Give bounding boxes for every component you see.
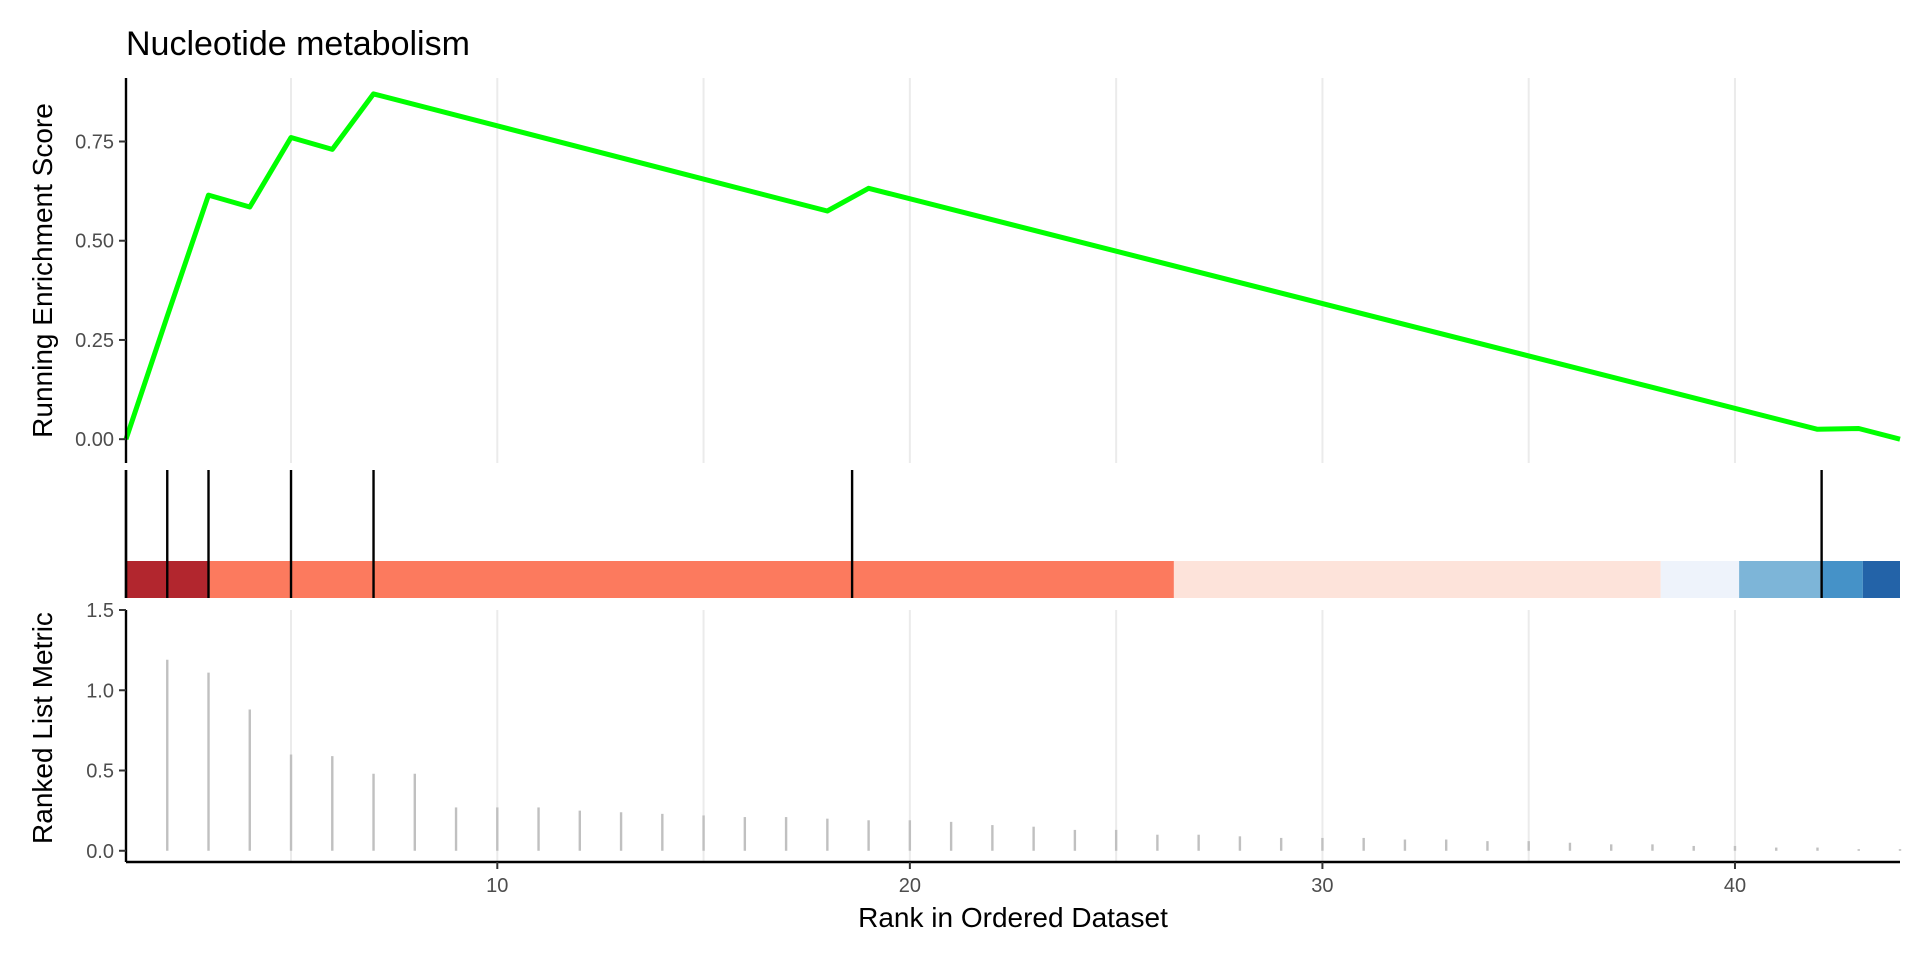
enrichment-line-layer	[123, 91, 1901, 442]
ranked-metric-y-tick-label: 1.0	[86, 680, 114, 702]
ranked-metric-y-tick-label: 0.5	[86, 761, 114, 783]
color-bar-segment	[1173, 561, 1661, 598]
enrichment-y-tick-label: 0.75	[75, 132, 114, 154]
tick-labels: 0.00 0.25 0.50 0.75 0.0 0.5 1.0 1.5 10 20 30 40	[75, 132, 1746, 897]
axes	[124, 78, 1900, 864]
enrichment-score-line	[123, 91, 1901, 442]
x-tick-label: 30	[1311, 875, 1333, 897]
enrichment-y-tick-label: 0.50	[75, 231, 114, 253]
ranked-metric-y-tick-label: 1.5	[86, 600, 114, 622]
enrichment-grid	[290, 78, 1736, 463]
ranked-metric-bars	[166, 659, 1902, 851]
ranked-metric-grid	[290, 610, 1736, 862]
x-tick-label: 10	[486, 875, 508, 897]
color-bar-segment	[1660, 561, 1740, 598]
color-bar-segment	[208, 561, 1174, 598]
ranked-metric-y-axis-title: Ranked List Metric	[27, 612, 58, 844]
color-bar-segment	[1739, 561, 1822, 598]
color-bar-segment	[1821, 561, 1863, 598]
color-bar-segment	[1862, 561, 1900, 598]
enrichment-y-tick-label: 0.00	[75, 429, 114, 451]
x-tick-label: 40	[1724, 875, 1746, 897]
rank-color-bar	[126, 561, 1900, 598]
gene-hit-marks	[124, 470, 1823, 598]
x-axis-title: Rank in Ordered Dataset	[858, 902, 1168, 933]
x-tick-label: 20	[899, 875, 921, 897]
enrichment-y-axis-title: Running Enrichment Score	[27, 103, 58, 438]
ranked-metric-y-tick-label: 0.0	[86, 841, 114, 863]
chart-title: Nucleotide metabolism	[126, 25, 470, 63]
enrichment-y-tick-label: 0.25	[75, 330, 114, 352]
